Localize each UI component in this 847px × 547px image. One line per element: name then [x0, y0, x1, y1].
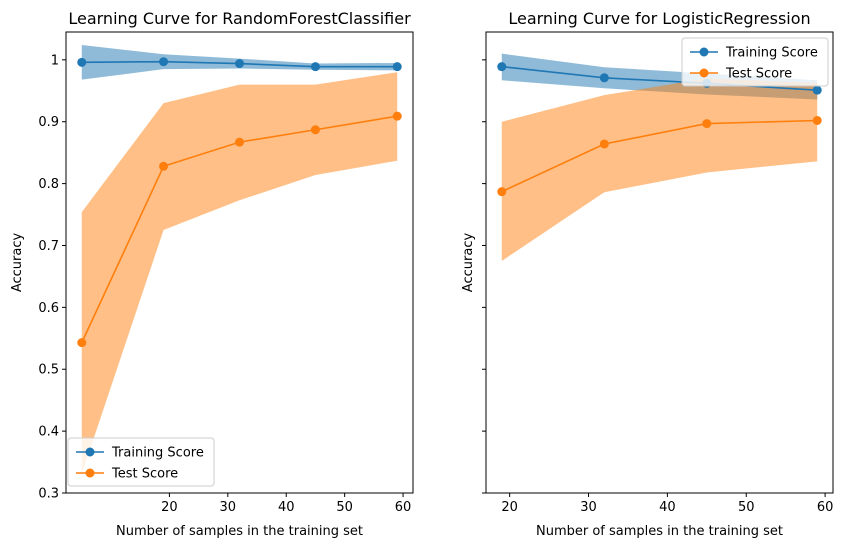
y-tick-label: 1	[51, 53, 59, 68]
x-axis-label: Number of samples in the training set	[536, 524, 783, 539]
axes-frame	[65, 31, 414, 494]
confidence-band-test	[501, 78, 818, 261]
x-tick-label: 30	[220, 500, 237, 515]
training-score-line	[501, 65, 818, 91]
legend-box	[67, 437, 215, 487]
training-score-point	[599, 73, 609, 83]
test-score-point	[310, 125, 320, 135]
test-score-point	[812, 115, 822, 125]
y-tick-label: 0.5	[38, 363, 59, 378]
x-tick-label: 20	[161, 500, 178, 515]
test-score-line	[501, 119, 818, 193]
training-score-point	[235, 59, 244, 69]
axes-frame	[485, 31, 834, 494]
legend-box	[681, 37, 829, 87]
training-score-point	[310, 62, 320, 72]
chart-title: Learning Curve for LogisticRegression	[508, 9, 810, 28]
x-axis-label: Number of samples in the training set	[116, 524, 363, 539]
test-score-point	[159, 161, 169, 171]
legend-training-marker	[699, 47, 709, 57]
y-axis-label: Accuracy	[461, 233, 476, 293]
x-tick-label: 40	[278, 500, 295, 515]
x-tick-label: 30	[580, 500, 597, 515]
test-score-point	[392, 111, 402, 121]
legend-training-label: Training Score	[111, 446, 204, 461]
legend: Training Score Test Score	[681, 37, 829, 87]
training-score-point	[77, 57, 87, 67]
training-score-point	[159, 57, 169, 67]
chart-panel-logistic-regression: Learning Curve for LogisticRegression Nu…	[461, 9, 834, 539]
x-tick-label: 60	[395, 500, 412, 515]
legend-training-marker	[85, 447, 95, 457]
x-tick-label: 50	[336, 500, 353, 515]
chart-panel-random-forest: Learning Curve for RandomForestClassifie…	[10, 9, 414, 539]
x-tick-label: 40	[659, 500, 676, 515]
y-axis-label: Accuracy	[10, 233, 25, 293]
test-score-point	[702, 119, 712, 129]
test-score-point	[77, 338, 87, 348]
training-score-point	[497, 62, 507, 72]
y-tick-label: 0.8	[38, 177, 59, 192]
legend-test-label: Test Score	[725, 67, 792, 82]
legend-test-marker	[85, 468, 95, 478]
legend-test-marker	[699, 68, 709, 78]
x-tick-label: 20	[501, 500, 518, 515]
y-tick-label: 0.4	[38, 425, 59, 440]
training-score-point	[392, 62, 402, 72]
legend-training-label: Training Score	[725, 46, 818, 61]
legend-test-label: Test Score	[111, 467, 178, 482]
y-tick-label: 0.9	[38, 115, 59, 130]
x-tick-label: 50	[738, 500, 755, 515]
test-score-point	[235, 137, 244, 147]
training-score-point	[812, 85, 822, 95]
y-tick-label: 0.3	[38, 487, 59, 502]
legend: Training Score Test Score	[67, 437, 215, 487]
chart-title: Learning Curve for RandomForestClassifie…	[68, 9, 411, 28]
test-score-point	[599, 139, 609, 149]
test-score-point	[497, 187, 507, 197]
y-tick-label: 0.6	[38, 301, 59, 316]
x-tick-label: 60	[817, 500, 834, 515]
y-tick-label: 0.7	[38, 239, 59, 254]
